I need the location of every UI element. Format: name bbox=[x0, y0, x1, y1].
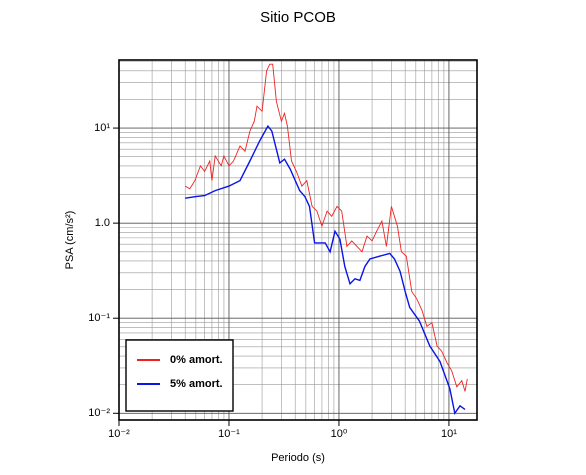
y-axis-label: PSA (cm/s²) bbox=[64, 211, 76, 270]
plot-area bbox=[184, 63, 468, 416]
legend-label: 5% amort. bbox=[170, 378, 223, 390]
x-tick-label: 10⁻² bbox=[108, 428, 130, 440]
series-line bbox=[185, 124, 466, 416]
legend-box bbox=[125, 339, 234, 412]
chart-title: Sitio PCOB bbox=[260, 9, 336, 26]
x-tick-label: 10⁻¹ bbox=[218, 428, 240, 440]
y-tick-label: 10⁻¹ bbox=[88, 312, 110, 324]
legend-label: 0% amort. bbox=[170, 354, 223, 366]
plot-frame bbox=[118, 59, 478, 421]
y-tick-label: 10¹ bbox=[94, 122, 110, 134]
x-tick-label: 10¹ bbox=[441, 428, 457, 440]
y-tick-label: 1.0 bbox=[95, 217, 110, 229]
legend: 0% amort. 5% amort. bbox=[137, 354, 223, 390]
x-axis-label: Periodo (s) bbox=[271, 452, 325, 464]
x-tick-label: 10⁰ bbox=[331, 428, 348, 440]
y-tick-label: 10⁻² bbox=[88, 407, 110, 419]
series-line bbox=[184, 63, 468, 392]
